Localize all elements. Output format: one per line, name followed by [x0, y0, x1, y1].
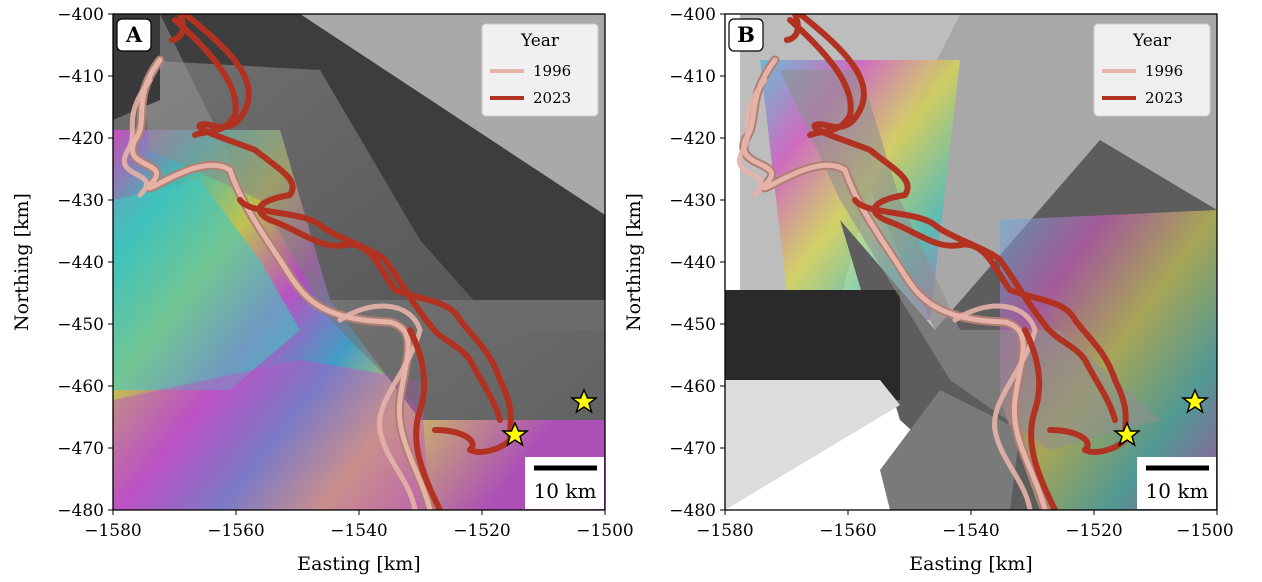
panel-b-ytick-label: −430	[669, 191, 716, 211]
panel-a-legend-entry-1996: 1996	[533, 62, 571, 80]
panel-b-scale-label: 10 km	[1146, 479, 1209, 503]
panel-b-ytick-label: −480	[669, 501, 716, 521]
panel-a-star-marker-icon	[500, 421, 530, 447]
panel-b-ytick-label: −420	[669, 129, 716, 149]
panel-b: B Year 1996 2023 10 km −400 −410	[623, 5, 1234, 575]
panel-b-y-axis: −400 −410 −420 −430 −440 −450 −460 −470 …	[623, 5, 725, 521]
panel-a-ytick-label: −400	[57, 5, 104, 25]
panel-b-legend-title: Year	[1132, 31, 1172, 51]
panel-a-xtick-label: −1540	[330, 521, 388, 541]
panel-a-xtick-label: −1520	[453, 521, 511, 541]
panel-b-line-2023	[783, 14, 1129, 455]
panel-a-x-axis: −1580 −1560 −1540 −1520 −1500 Easting [k…	[84, 510, 634, 575]
panel-a-ytick-label: −440	[57, 253, 104, 273]
panel-b-ytick-label: −400	[669, 5, 716, 25]
panel-b-ytick-label: −470	[669, 439, 716, 459]
panel-b-legend-entry-2023: 2023	[1145, 89, 1183, 107]
panel-a-scale-bar: 10 km	[525, 457, 604, 509]
panel-a-ytick-label: −470	[57, 439, 104, 459]
panel-b-ylabel: Northing [km]	[623, 193, 645, 331]
panel-b-xtick-label: −1580	[696, 521, 754, 541]
panel-b-xtick-label: −1500	[1176, 521, 1234, 541]
panel-b-star-marker-icon	[1180, 388, 1210, 414]
panel-b-ytick-label: −440	[669, 253, 716, 273]
panel-a-ytick-label: −420	[57, 129, 104, 149]
panel-a-y-axis: −400 −410 −420 −430 −440 −450 −460 −470 …	[11, 5, 113, 521]
panel-b-scale-bar: 10 km	[1137, 457, 1216, 509]
panel-a-ytick-label: −450	[57, 315, 104, 335]
panel-a-xtick-label: −1500	[576, 521, 634, 541]
panel-a-xtick-label: −1580	[84, 521, 142, 541]
panel-b-ytick-label: −460	[669, 377, 716, 397]
panel-a-ytick-label: −460	[57, 377, 104, 397]
panel-a-line-2023	[168, 14, 514, 455]
panel-a: A Year 1996 2023 10 km −400	[11, 5, 634, 575]
panel-a-ytick-label: −430	[57, 191, 104, 211]
panel-b-legend: Year 1996 2023	[1093, 23, 1211, 117]
panel-a-ytick-label: −410	[57, 67, 104, 87]
panel-a-xlabel: Easting [km]	[297, 553, 420, 575]
panel-b-xtick-label: −1540	[942, 521, 1000, 541]
panel-a-ytick-label: −480	[57, 501, 104, 521]
panel-b-legend-entry-1996: 1996	[1145, 62, 1183, 80]
panel-b-x-axis: −1580 −1560 −1540 −1520 −1500 Easting [k…	[696, 510, 1234, 575]
panel-a-xtick-label: −1560	[207, 521, 265, 541]
panel-a-star-marker-icon	[569, 388, 599, 414]
panel-a-scale-label: 10 km	[534, 479, 597, 503]
panel-a-ylabel: Northing [km]	[11, 193, 33, 331]
panel-a-legend-title: Year	[520, 31, 560, 51]
panel-b-ytick-label: −410	[669, 67, 716, 87]
panel-b-label: B	[737, 22, 755, 47]
panel-b-xlabel: Easting [km]	[909, 553, 1032, 575]
panel-b-star-marker-icon	[1112, 421, 1142, 447]
panel-a-label: A	[125, 22, 143, 47]
panel-b-xtick-label: −1560	[819, 521, 877, 541]
panel-a-legend: Year 1996 2023	[481, 23, 599, 117]
panel-b-ytick-label: −450	[669, 315, 716, 335]
panel-b-xtick-label: −1520	[1065, 521, 1123, 541]
panel-a-legend-entry-2023: 2023	[533, 89, 571, 107]
